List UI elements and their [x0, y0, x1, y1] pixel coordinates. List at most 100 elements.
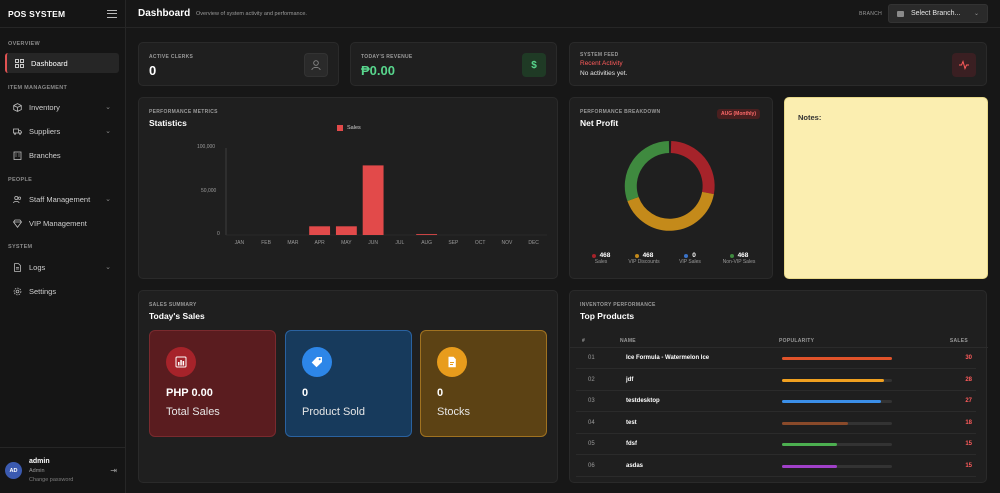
table-row[interactable]: 04 test 18 — [576, 413, 976, 434]
sales-bar-chart: JAN FEB MAR APR MAY JUN JUL AUG SEP OCT NOV DEC — [225, 148, 547, 246]
grid-icon — [15, 58, 24, 68]
avatar[interactable]: AD — [5, 462, 22, 479]
truck-icon — [13, 127, 22, 136]
stocks-value: 0 — [437, 387, 444, 399]
building-icon — [13, 151, 22, 160]
x-tick-label: FEB — [261, 240, 271, 246]
bar-apr — [309, 226, 331, 235]
table-row[interactable]: 03 testdesktop 27 — [576, 391, 976, 412]
notes-label: Notes: — [798, 113, 822, 122]
bar-aug — [416, 234, 438, 235]
table-row[interactable]: 01 Ice Formula - Watermelon Ice 30 — [576, 348, 976, 369]
inventory-performance-label: INVENTORY PERFORMANCE — [580, 302, 656, 308]
sidebar-item-label: Inventory — [29, 102, 60, 112]
sidebar-item-dashboard[interactable]: Dashboard — [5, 53, 119, 73]
document-icon — [437, 347, 467, 377]
top-products-title: Top Products — [580, 311, 635, 321]
system-feed-label: SYSTEM FEED — [580, 52, 619, 58]
chevron-down-icon: ⌄ — [105, 104, 111, 111]
row-sales: 27 — [965, 398, 972, 404]
legend-item-vip-sales: 0 VIP Sales — [679, 252, 701, 265]
column-header-popularity[interactable]: POPULARITY — [779, 338, 815, 344]
popularity-bar — [782, 357, 892, 360]
sidebar-item-settings[interactable]: Settings — [5, 281, 119, 301]
notes-panel[interactable]: Notes: — [784, 97, 988, 279]
row-sales: 28 — [965, 376, 972, 383]
column-header-name[interactable]: NAME — [620, 338, 636, 344]
chevron-down-icon: ⌄ — [973, 11, 979, 17]
brand-bar: POS SYSTEM — [0, 0, 125, 28]
section-label-people: PEOPLE — [8, 177, 33, 183]
section-label-item-management: ITEM MANAGEMENT — [8, 85, 68, 91]
revenue-label: TODAY'S REVENUE — [361, 54, 413, 60]
x-tick-label: JAN — [235, 240, 245, 246]
x-tick-label: JUN — [368, 240, 378, 246]
column-header-sales[interactable]: SALES — [949, 338, 968, 344]
activity-pulse-icon — [952, 53, 976, 77]
chevron-down-icon: ⌄ — [105, 264, 111, 271]
section-label-system: SYSTEM — [8, 244, 33, 250]
dollar-icon: $ — [522, 53, 546, 77]
chart-legend[interactable]: Sales — [337, 125, 361, 131]
x-tick-label: AUG — [421, 240, 432, 246]
product-sold-label: Product Sold — [302, 406, 365, 418]
diamond-icon — [13, 219, 22, 228]
x-tick-label: MAR — [287, 240, 299, 246]
sidebar-item-inventory[interactable]: Inventory ⌄ — [5, 97, 119, 117]
stocks-tile[interactable]: 0 Stocks — [420, 330, 547, 437]
x-tick-label: MAY — [341, 240, 352, 246]
section-label-overview: OVERVIEW — [8, 41, 40, 47]
chevron-down-icon: ⌄ — [105, 196, 111, 203]
table-row[interactable]: 02 jdf 28 — [576, 370, 976, 391]
legend-item-vip-discounts: 468 VIP Discounts — [628, 252, 660, 265]
bar-may — [335, 226, 357, 235]
net-profit-donut — [624, 141, 715, 231]
todays-sales-title: Today's Sales — [149, 311, 205, 321]
sidebar-item-staff-management[interactable]: Staff Management ⌄ — [5, 189, 119, 209]
x-tick-label: DEC — [528, 240, 539, 246]
row-product-name: asdas — [626, 462, 644, 469]
revenue-card: TODAY'S REVENUE ₱0.00 $ — [350, 42, 557, 86]
legend-item-sales: 468 Sales — [586, 252, 616, 265]
gear-icon — [13, 287, 22, 296]
branch-select[interactable]: Select Branch... ⌄ — [888, 4, 988, 23]
change-password-link[interactable]: Change password — [29, 477, 74, 483]
active-clerks-label: ACTIVE CLERKS — [149, 54, 194, 60]
sidebar-item-label: Logs — [29, 262, 46, 272]
stocks-label: Stocks — [437, 406, 471, 418]
sidebar-item-label: Staff Management — [29, 194, 91, 204]
product-sold-tile[interactable]: 0 Product Sold — [285, 330, 412, 437]
row-product-name: testdesktop — [626, 398, 660, 404]
sidebar-item-branches[interactable]: Branches — [5, 145, 119, 165]
row-rank: 05 — [588, 441, 595, 447]
statistics-title: Statistics — [149, 118, 187, 128]
x-tick-label: OCT — [475, 240, 486, 246]
recent-activity-title: Recent Activity — [580, 60, 623, 67]
statistics-card: PERFORMANCE METRICS Statistics Sales 100… — [138, 97, 558, 279]
building-icon — [897, 10, 904, 17]
revenue-value: ₱0.00 — [361, 63, 395, 78]
donut-segment-sales — [670, 141, 715, 195]
period-badge[interactable]: AUG (Monthly) — [717, 109, 760, 119]
logout-icon[interactable]: ⇥ — [110, 466, 117, 475]
legend-swatch — [337, 125, 343, 131]
total-sales-tile[interactable]: PHP 0.00 Total Sales — [149, 330, 276, 437]
page-title: Dashboard — [138, 8, 191, 19]
hamburger-menu-icon[interactable] — [107, 9, 117, 18]
table-row[interactable]: 05 fdsf 15 — [576, 434, 976, 455]
row-product-name: fdsf — [626, 441, 637, 447]
row-rank: 01 — [588, 355, 595, 361]
y-tick-label: 50,000 — [201, 188, 217, 194]
sidebar-item-suppliers[interactable]: Suppliers ⌄ — [5, 121, 119, 141]
sidebar-item-vip-management[interactable]: VIP Management — [5, 213, 119, 233]
file-icon — [13, 262, 22, 272]
table-row[interactable]: 06 asdas 15 — [576, 456, 976, 477]
user-panel: AD admin Admin Change password ⇥ — [0, 447, 126, 493]
popularity-bar-fill — [782, 378, 885, 382]
performance-metrics-label: PERFORMANCE METRICS — [149, 109, 218, 115]
sidebar-item-logs[interactable]: Logs ⌄ — [5, 257, 119, 277]
sales-summary-card: SALES SUMMARY Today's Sales PHP 0.00 Tot… — [138, 290, 558, 483]
x-tick-label: APR — [314, 240, 325, 246]
x-tick-label: JUL — [395, 240, 404, 246]
branch-select-value: Select Branch... — [911, 10, 961, 17]
